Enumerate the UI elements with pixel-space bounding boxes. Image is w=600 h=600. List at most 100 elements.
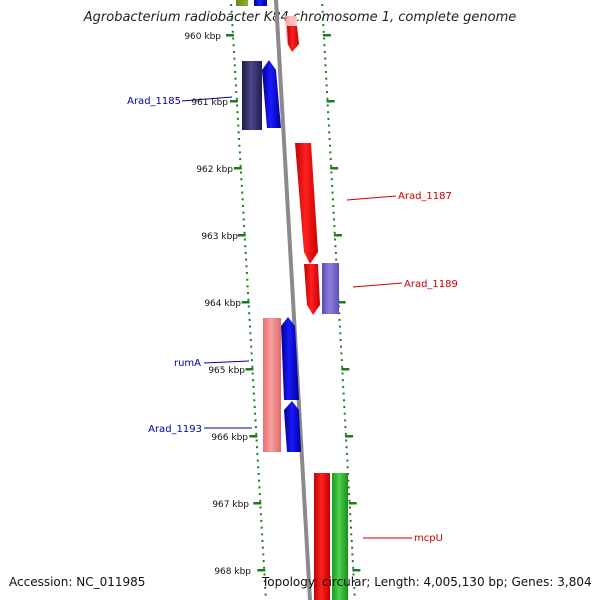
minor-tick — [344, 432, 347, 435]
major-tick — [330, 167, 339, 170]
minor-tick — [245, 258, 248, 261]
minor-tick — [333, 231, 336, 234]
kbp-label: 963 kbp — [201, 232, 238, 242]
minor-tick — [241, 191, 244, 194]
minor-tick — [323, 50, 326, 53]
minor-tick — [327, 111, 330, 114]
minor-tick — [256, 459, 259, 462]
minor-tick — [329, 144, 331, 147]
minor-tick — [349, 519, 352, 522]
minor-tick — [321, 10, 324, 13]
minor-tick — [258, 479, 260, 482]
minor-tick — [344, 426, 347, 429]
gene-arad-1185-navy — [242, 61, 262, 130]
minor-tick — [249, 339, 252, 341]
minor-tick — [256, 446, 258, 449]
minor-tick — [254, 426, 257, 429]
minor-tick — [252, 385, 255, 388]
major-tick — [348, 502, 357, 505]
kbp-label: 961 kbp — [191, 98, 228, 108]
gene-label-rumA: rumA — [174, 358, 201, 369]
minor-tick — [243, 225, 246, 228]
leader-arad-1189 — [352, 282, 403, 288]
kbp-label: 965 kbp — [208, 366, 245, 376]
minor-tick — [232, 37, 235, 40]
minor-tick — [260, 526, 263, 529]
minor-tick — [341, 372, 344, 375]
minor-tick — [262, 560, 265, 563]
minor-tick — [249, 332, 252, 335]
minor-tick — [338, 318, 341, 321]
minor-tick — [326, 91, 328, 94]
gene-label-mcpU: mcpU — [414, 533, 443, 544]
gene-mcpU-green — [332, 473, 348, 600]
minor-tick — [325, 84, 328, 87]
minor-tick — [235, 97, 238, 100]
minor-tick — [330, 164, 333, 167]
minor-tick — [259, 513, 262, 516]
minor-tick — [251, 365, 254, 368]
kbp-label: 968 kbp — [214, 567, 251, 577]
minor-tick — [230, 10, 233, 13]
minor-tick — [238, 144, 241, 147]
minor-tick — [242, 211, 245, 214]
minor-tick — [256, 452, 259, 455]
minor-tick — [263, 566, 266, 569]
minor-tick — [331, 198, 334, 201]
minor-tick — [351, 553, 354, 556]
minor-tick — [257, 466, 260, 469]
minor-tick — [249, 325, 251, 328]
genome-backbone — [274, 0, 312, 600]
gene-arad-1193-blue — [284, 401, 301, 452]
gene-arad-1187 — [295, 143, 318, 264]
gene-blue-top — [254, 0, 267, 6]
kbp-label: 962 kbp — [196, 165, 233, 175]
minor-tick — [323, 44, 326, 47]
minor-tick — [264, 586, 267, 589]
minor-tick — [231, 17, 233, 20]
minor-tick — [250, 345, 253, 348]
leader-arad-1187 — [346, 195, 397, 201]
gene-label-arad-1185: Arad_1185 — [127, 96, 181, 107]
minor-tick — [245, 272, 248, 274]
minor-tick — [333, 218, 335, 221]
minor-tick — [332, 211, 335, 214]
major-tick — [233, 167, 242, 170]
minor-tick — [345, 439, 348, 442]
minor-tick — [343, 399, 345, 402]
minor-tick — [255, 432, 258, 435]
minor-tick — [333, 225, 336, 228]
minor-tick — [347, 479, 350, 482]
minor-tick — [349, 513, 352, 516]
leader-rumA — [203, 360, 250, 364]
minor-tick — [244, 251, 247, 254]
minor-tick — [351, 546, 354, 549]
minor-tick — [324, 57, 327, 60]
minor-tick — [338, 325, 341, 328]
major-tick — [326, 100, 335, 103]
minor-tick — [240, 184, 243, 187]
minor-tick — [231, 30, 234, 33]
minor-tick — [244, 245, 247, 248]
minor-tick — [340, 352, 343, 355]
minor-tick — [233, 64, 236, 67]
leader-arad-1185 — [181, 96, 233, 102]
minor-tick — [322, 30, 325, 33]
minor-tick — [341, 379, 344, 382]
minor-tick — [350, 526, 352, 529]
minor-tick — [253, 399, 256, 402]
minor-tick — [322, 24, 325, 27]
minor-tick — [233, 57, 236, 60]
major-tick — [345, 435, 353, 438]
minor-tick — [248, 318, 251, 321]
minor-tick — [243, 238, 246, 241]
minor-tick — [240, 178, 243, 181]
minor-tick — [253, 406, 256, 408]
minor-tick — [334, 245, 337, 248]
major-tick — [249, 435, 258, 438]
minor-tick — [258, 486, 261, 489]
minor-tick — [238, 138, 241, 140]
minor-tick — [344, 419, 347, 422]
major-tick — [322, 34, 331, 37]
